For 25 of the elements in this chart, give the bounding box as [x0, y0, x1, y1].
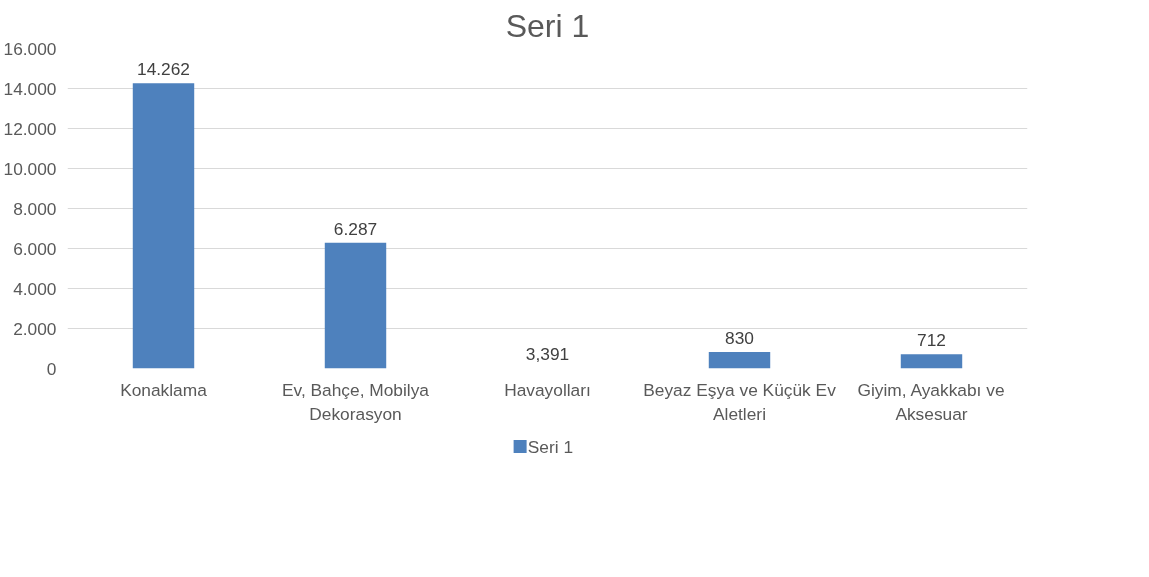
x-tick-label: Ev, Bahçe, Mobilya Dekorasyon [281, 379, 430, 424]
data-label: 830 [725, 327, 754, 348]
x-tick-label: Konaklama [120, 379, 208, 400]
y-tick-label: 10.000 [3, 158, 57, 179]
data-label: 712 [917, 330, 946, 351]
legend-label: Seri 1 [527, 436, 574, 457]
y-tick-label: 0 [46, 358, 57, 379]
y-tick-label: 16.000 [3, 38, 57, 59]
x-tick-label: Giyim, Ayakkabı ve Aksesuar [857, 379, 1005, 424]
y-tick-label: 4.000 [13, 278, 57, 299]
bar [324, 242, 387, 369]
data-label: 3,391 [525, 344, 570, 365]
y-tick-label: 8.000 [13, 198, 57, 219]
x-tick-label: Beyaz Eşya ve Küçük Ev Aletleri [643, 379, 837, 424]
y-tick-label: 2.000 [13, 318, 57, 339]
data-label: 14.262 [137, 59, 190, 80]
chart-title: Seri 1 [505, 7, 590, 44]
y-tick-label: 12.000 [3, 118, 57, 139]
bar [132, 83, 195, 369]
data-label: 6.287 [333, 218, 378, 239]
y-tick-label: 14.000 [3, 78, 57, 99]
x-tick-label: Havayolları [504, 379, 591, 400]
y-tick-label: 6.000 [13, 238, 57, 259]
bar [708, 351, 771, 369]
bar [900, 354, 963, 369]
